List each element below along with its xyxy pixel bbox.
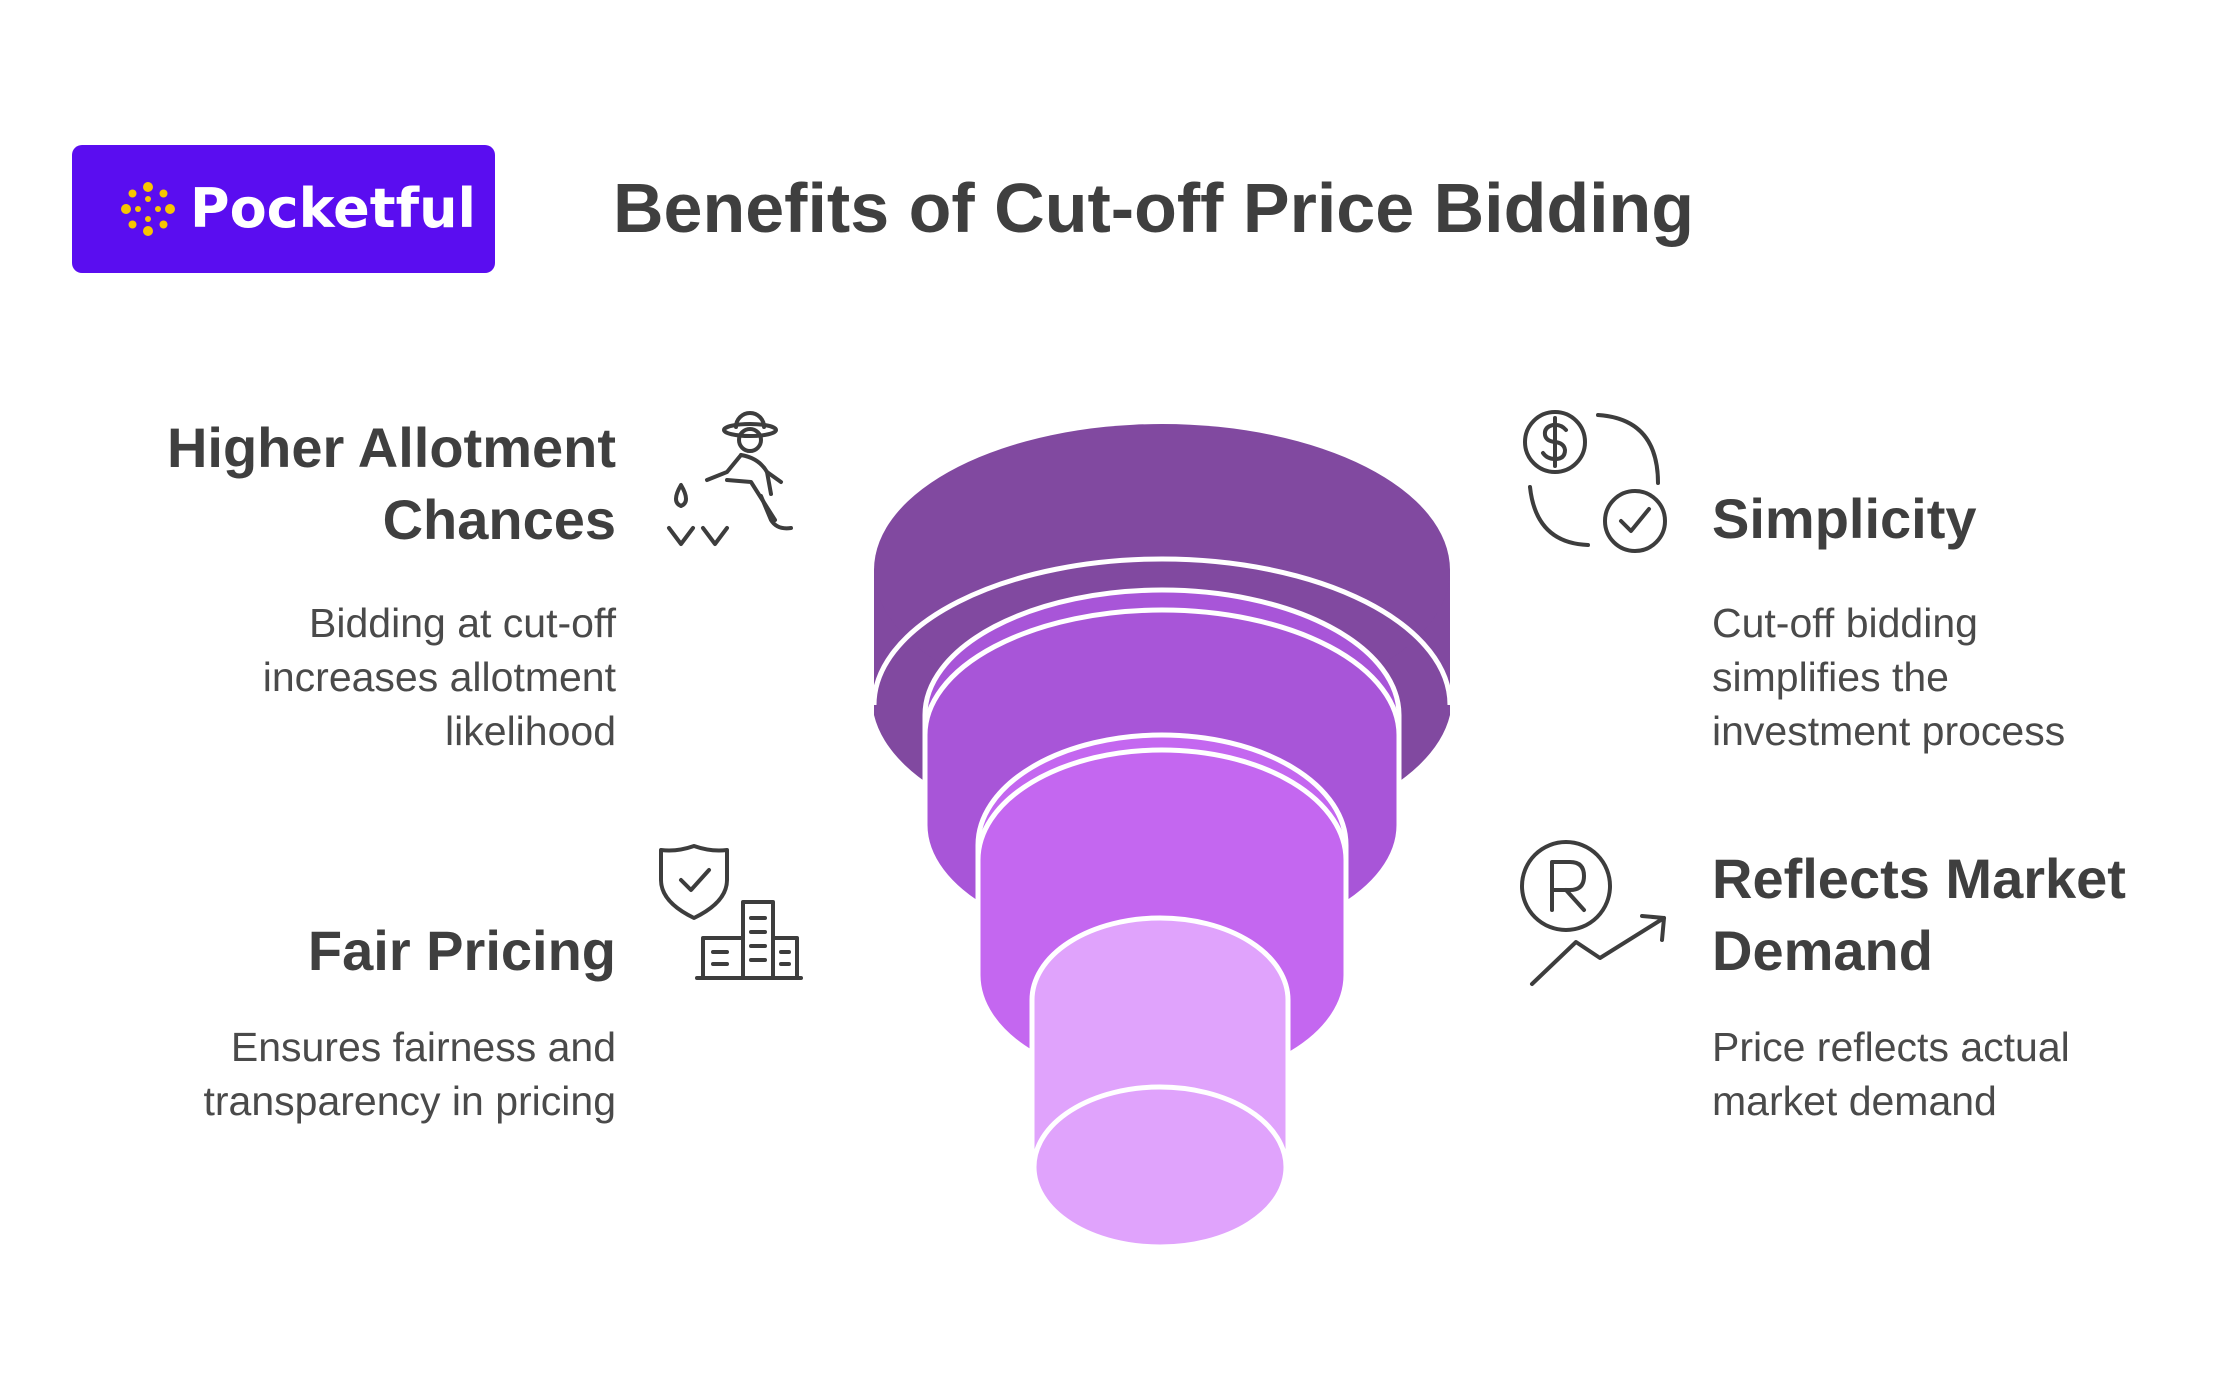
benefit-description-simplicity: Cut-off bidding simplifies the investmen… <box>1712 600 2066 754</box>
dollar-check-cycle-icon <box>1523 410 1667 553</box>
benefit-heading-higher-allotment: Higher Allotment Chances <box>166 416 616 551</box>
page-title: Benefits of Cut-off Price Bidding <box>613 169 1695 247</box>
brand-name: Pocketful <box>190 177 477 240</box>
benefit-description-market-demand: Price reflects actual market demand <box>1712 1024 2070 1124</box>
funnel-diagram <box>871 424 1453 1250</box>
benefit-heading-market-demand: Reflects Market Demand <box>1712 847 2126 982</box>
benefit-description-higher-allotment: Bidding at cut-off increases allotment l… <box>262 600 616 754</box>
rupee-trend-up-icon <box>1520 840 1666 986</box>
benefit-heading-simplicity: Simplicity <box>1712 487 1977 550</box>
benefit-description-fair-pricing: Ensures fairness and transparency in pri… <box>203 1024 616 1124</box>
farmer-planting-icon <box>667 411 793 546</box>
shield-check-buildings-icon <box>659 844 803 980</box>
benefit-heading-fair-pricing: Fair Pricing <box>307 919 616 982</box>
brand-logo: Pocketful <box>72 145 495 273</box>
sparkle-logo-icon <box>121 182 175 236</box>
